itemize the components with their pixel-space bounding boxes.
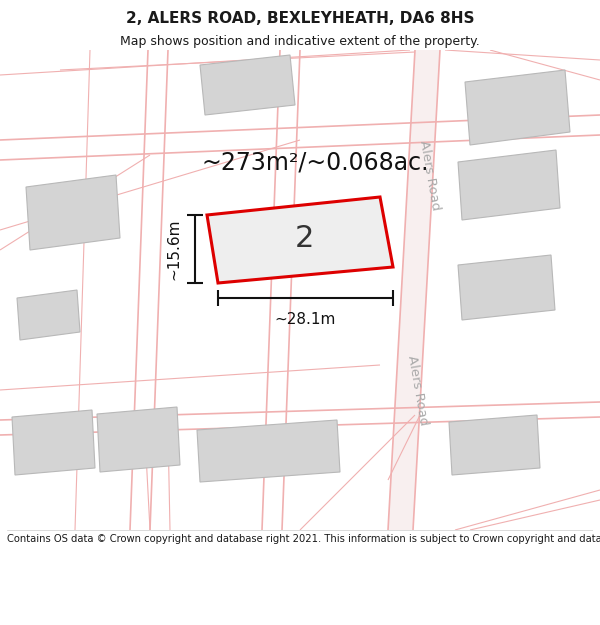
Polygon shape <box>465 70 570 145</box>
Text: Contains OS data © Crown copyright and database right 2021. This information is : Contains OS data © Crown copyright and d… <box>7 534 600 544</box>
Polygon shape <box>12 410 95 475</box>
Text: Alers Road: Alers Road <box>406 354 431 426</box>
Polygon shape <box>207 197 393 283</box>
Text: ~15.6m: ~15.6m <box>166 218 181 280</box>
Text: Alers Road: Alers Road <box>418 139 443 211</box>
Polygon shape <box>200 55 295 115</box>
Polygon shape <box>17 290 80 340</box>
Text: 2: 2 <box>295 224 314 253</box>
Polygon shape <box>97 407 180 472</box>
Text: 2, ALERS ROAD, BEXLEYHEATH, DA6 8HS: 2, ALERS ROAD, BEXLEYHEATH, DA6 8HS <box>126 11 474 26</box>
Polygon shape <box>458 150 560 220</box>
Text: ~273m²/~0.068ac.: ~273m²/~0.068ac. <box>201 150 429 174</box>
Polygon shape <box>197 420 340 482</box>
Polygon shape <box>388 50 440 530</box>
Polygon shape <box>449 415 540 475</box>
Polygon shape <box>458 255 555 320</box>
Polygon shape <box>26 175 120 250</box>
Text: Map shows position and indicative extent of the property.: Map shows position and indicative extent… <box>120 35 480 48</box>
Text: ~28.1m: ~28.1m <box>275 312 336 327</box>
